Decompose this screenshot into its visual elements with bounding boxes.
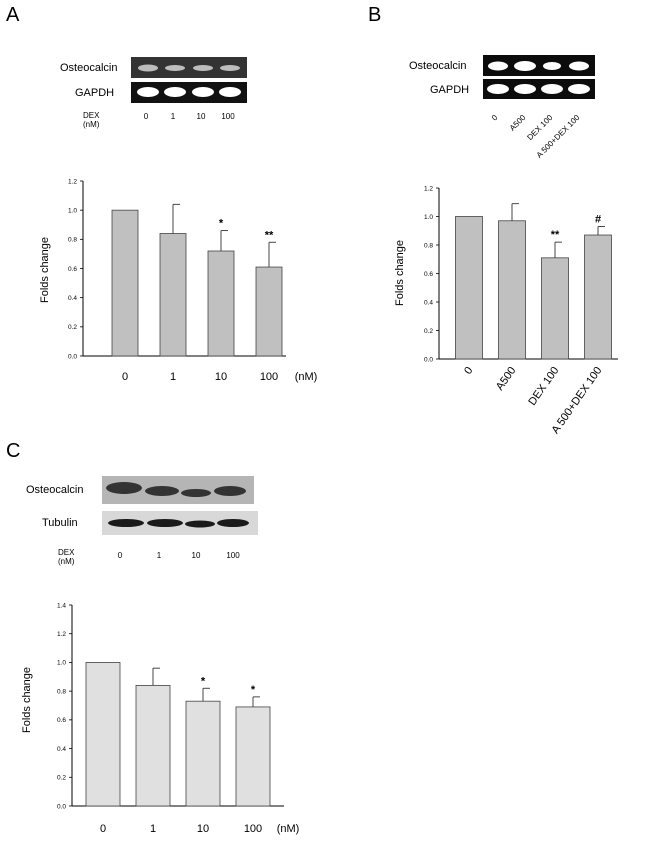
bar: [498, 220, 526, 360]
y-tick-label: 0.4: [424, 299, 433, 306]
bar: [207, 250, 235, 357]
y-tick-label: 0.0: [57, 803, 66, 810]
significance-marker: *: [251, 684, 256, 696]
y-tick-label: 0.6: [424, 271, 433, 278]
y-tick-label: 0.4: [57, 746, 66, 753]
y-axis-label: Folds change: [39, 237, 51, 303]
gel-row-label-osteocalcin: Osteocalcin: [60, 62, 118, 74]
bar: [455, 216, 483, 360]
lane-label: 10: [196, 112, 206, 121]
gel-image-a: [131, 57, 247, 103]
lane-label: 1: [170, 112, 176, 121]
significance-marker: *: [219, 218, 224, 230]
bar: [541, 257, 569, 360]
y-tick-label: 0.2: [57, 775, 66, 782]
gel-image-b: [483, 55, 595, 99]
y-tick-label: 0.2: [68, 324, 77, 331]
x-unit-label: (nM): [295, 371, 318, 383]
y-tick-label: 0.0: [68, 353, 77, 360]
lane-label: 100: [221, 112, 235, 121]
panel-letter-c: C: [6, 440, 21, 462]
significance-marker: **: [265, 229, 274, 241]
dex-label-a: DEX (nM): [83, 111, 100, 129]
y-tick-label: 1.0: [57, 660, 66, 667]
gel-b-lane-labels: 0 A500 DEX 100 A 500+DEX 100: [490, 113, 582, 160]
bar: [111, 209, 139, 357]
y-tick-label: 0.0: [424, 356, 433, 363]
y-axis-label: Folds change: [21, 667, 33, 733]
lane-label: 10: [191, 551, 201, 560]
bar: [185, 700, 221, 807]
x-tick-label: 100: [260, 371, 278, 383]
y-tick-label: 0.8: [424, 242, 433, 249]
bar: [255, 266, 283, 357]
significance-marker: *: [201, 675, 206, 687]
lane-label: 1: [156, 551, 162, 560]
bar: [135, 685, 171, 807]
y-tick-label: 0.6: [68, 266, 77, 273]
x-tick-label: 10: [215, 371, 227, 383]
panel-letter-b: B: [368, 4, 382, 26]
x-tick-label: 10: [197, 823, 209, 835]
dex-label-c: DEX (nM): [58, 548, 75, 566]
lane-label: 0: [490, 113, 500, 123]
y-tick-label: 1.2: [68, 178, 77, 185]
y-tick-label: 0.8: [68, 237, 77, 244]
bar: [584, 234, 612, 360]
y-tick-label: 1.4: [57, 602, 66, 609]
y-tick-label: 1.0: [424, 214, 433, 221]
lane-label: 0: [143, 112, 149, 121]
gel-row-label-osteocalcin: Osteocalcin: [26, 484, 84, 496]
lane-label: 0: [117, 551, 123, 560]
lane-label: 100: [226, 551, 240, 560]
x-tick-label: 1: [170, 371, 176, 383]
significance-marker: **: [551, 229, 560, 241]
x-tick-label: 0: [122, 371, 128, 383]
x-tick-label: 0: [462, 365, 475, 377]
gel-row-label-tubulin: Tubulin: [42, 517, 78, 529]
y-tick-label: 0.2: [424, 328, 433, 335]
x-unit-label: (nM): [277, 823, 300, 835]
y-tick-label: 0.6: [57, 717, 66, 724]
y-tick-label: 1.2: [57, 631, 66, 638]
y-tick-label: 1.2: [424, 185, 433, 192]
gel-row-label-osteocalcin: Osteocalcin: [409, 60, 467, 72]
x-tick-label: 100: [244, 823, 262, 835]
significance-marker: #: [595, 213, 601, 225]
x-tick-label: 0: [100, 823, 106, 835]
y-tick-label: 1.0: [68, 207, 77, 214]
gel-row-label-gapdh: GAPDH: [75, 87, 115, 99]
bar: [235, 706, 271, 807]
y-tick-label: 0.8: [57, 688, 66, 695]
panel-letter-a: A: [6, 4, 20, 26]
gel-row-label-gapdh: GAPDH: [430, 84, 470, 96]
x-tick-label: 1: [150, 823, 156, 835]
bar: [85, 662, 121, 807]
y-tick-label: 0.4: [68, 295, 77, 302]
y-axis-label: Folds change: [394, 240, 406, 306]
blot-image-c: [102, 476, 258, 535]
bar: [159, 233, 187, 357]
